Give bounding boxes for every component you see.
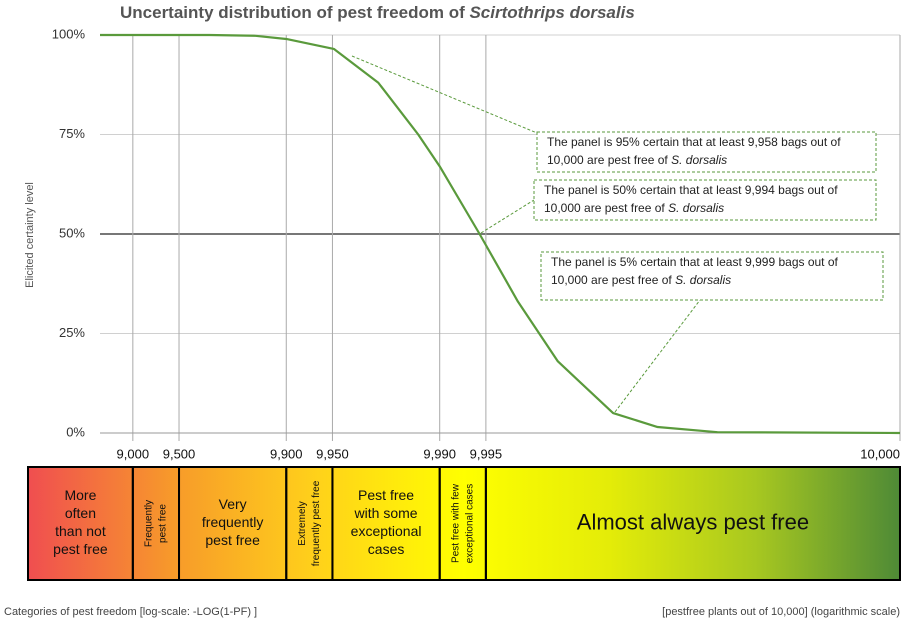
x-tick-label: 10,000 xyxy=(860,446,900,461)
annotation-emphasis: S. dorsalis xyxy=(675,273,731,287)
category-band xyxy=(28,467,900,580)
x-axis-label: Categories of pest freedom [log-scale: -… xyxy=(4,606,257,618)
y-axis-label: Elicited certainty level xyxy=(24,182,36,288)
chart-title: Uncertainty distribution of pest freedom… xyxy=(120,3,635,22)
category-label: cases xyxy=(368,541,405,557)
x-tick-label: 9,000 xyxy=(117,446,150,461)
category-label: with some xyxy=(354,505,418,521)
category-label: pest free xyxy=(158,504,169,543)
annotation-text: 10,000 are pest free of S. dorsalis xyxy=(551,273,731,287)
annotation-text: The panel is 5% certain that at least 9,… xyxy=(551,255,839,269)
callout-line xyxy=(351,55,538,134)
category-label: More xyxy=(64,487,96,503)
annotation-text-part: 10,000 are pest free of xyxy=(551,273,675,287)
category-label: than not xyxy=(55,523,106,539)
callout-line xyxy=(614,299,701,413)
y-tick-label: 50% xyxy=(59,225,85,240)
category-label: Pest free xyxy=(358,487,414,503)
line xyxy=(100,33,901,435)
title-emphasis: Scirtothrips dorsalis xyxy=(469,3,634,22)
category-label: Very xyxy=(219,496,247,512)
category-label: exceptional cases xyxy=(464,484,475,564)
category-box xyxy=(484,466,901,581)
y-tick-label: 0% xyxy=(66,424,85,439)
y-tick-label: 25% xyxy=(59,325,85,340)
category-label: frequently pest free xyxy=(311,480,322,566)
x-tick-label: 9,500 xyxy=(163,446,196,461)
x-tick-label: 9,990 xyxy=(423,446,456,461)
title-text: Uncertainty distribution of pest freedom… xyxy=(120,3,469,22)
category-label: often xyxy=(65,505,96,521)
annotation-emphasis: S. dorsalis xyxy=(668,201,724,215)
category-label: frequently xyxy=(202,514,263,530)
x-tick-label: 9,995 xyxy=(470,446,503,461)
category-label: Pest free with few xyxy=(450,483,461,563)
annotation-text: The panel is 95% certain that at least 9… xyxy=(547,135,841,149)
category-label: pest free xyxy=(53,541,108,557)
callout-line xyxy=(480,199,535,234)
category-label: exceptional xyxy=(351,523,422,539)
annotation-text: The panel is 50% certain that at least 9… xyxy=(544,183,838,197)
category-label: pest free xyxy=(205,532,260,548)
footnote: [pestfree plants out of 10,000] (logarit… xyxy=(662,606,900,618)
annotation-box xyxy=(536,131,877,173)
category-label: Extremely xyxy=(297,501,308,545)
y-tick-label: 100% xyxy=(52,26,86,41)
annotation-emphasis: S. dorsalis xyxy=(671,153,727,167)
x-tick-label: 9,950 xyxy=(316,446,349,461)
annotation-box xyxy=(540,251,884,301)
category-label: Almost always pest free xyxy=(577,509,809,534)
annotation-text-part: 10,000 are pest free of xyxy=(544,201,668,215)
annotation-text: 10,000 are pest free of S. dorsalis xyxy=(547,153,727,167)
x-tick-label: 9,900 xyxy=(270,446,303,461)
annotation-text-part: 10,000 are pest free of xyxy=(547,153,671,167)
annotation-box xyxy=(533,179,877,221)
y-tick-label: 75% xyxy=(59,126,85,141)
category-label: Frequently xyxy=(144,500,155,547)
annotation-text: 10,000 are pest free of S. dorsalis xyxy=(544,201,724,215)
